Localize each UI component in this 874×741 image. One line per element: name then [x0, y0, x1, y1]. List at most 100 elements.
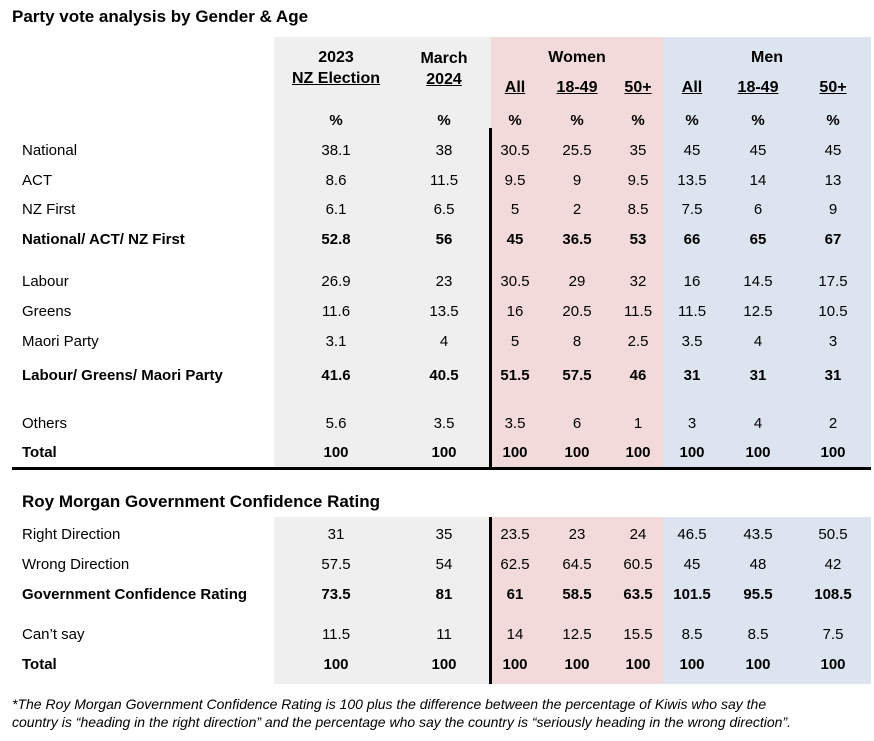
cell-value: 40.5	[429, 367, 459, 384]
cell-value: 100	[502, 656, 528, 673]
cell-value: 41.6	[321, 367, 351, 384]
blue-panel	[663, 517, 871, 684]
row-label: National/ ACT/ NZ First	[22, 231, 185, 248]
column-header: March	[420, 50, 468, 67]
cell-value: 4	[753, 415, 763, 432]
unit-label: %	[329, 112, 343, 129]
cell-value: 16	[506, 303, 524, 320]
row-label: Total	[22, 444, 57, 461]
page-title: Party vote analysis by Gender & Age	[12, 7, 309, 26]
cell-value: 38	[435, 142, 453, 159]
cell-value: 100	[820, 444, 846, 461]
cell-value: 12.5	[743, 303, 773, 320]
row-label: Total	[22, 656, 57, 673]
cell-value: 13.5	[429, 303, 459, 320]
cell-value: 5.6	[325, 415, 347, 432]
cell-value: 6.1	[325, 201, 347, 218]
cell-value: 15.5	[623, 626, 653, 643]
row-label: Labour	[22, 273, 69, 290]
footnote: country is “heading in the right directi…	[12, 714, 791, 730]
cell-value: 100	[745, 656, 771, 673]
cell-value: 8	[572, 333, 582, 350]
cell-value: 12.5	[562, 626, 592, 643]
sub-header: All	[504, 79, 526, 96]
sub-header: All	[681, 79, 703, 96]
cell-value: 8.5	[627, 201, 649, 218]
cell-value: 35	[629, 142, 647, 159]
cell-value: 2	[828, 415, 838, 432]
unit-label: %	[570, 112, 584, 129]
cell-value: 60.5	[623, 556, 653, 573]
cell-value: 14.5	[743, 273, 773, 290]
cell-value: 30.5	[500, 273, 530, 290]
cell-value: 46.5	[677, 526, 707, 543]
pink-panel	[491, 37, 663, 470]
cell-value: 9	[572, 172, 582, 189]
row-label: Maori Party	[22, 333, 99, 350]
row-label: Labour/ Greens/ Maori Party	[22, 367, 223, 384]
row-label: Can’t say	[22, 626, 85, 643]
cell-value: 3	[828, 333, 838, 350]
cell-value: 24	[629, 526, 647, 543]
cell-value: 100	[625, 444, 651, 461]
cell-value: 62.5	[500, 556, 530, 573]
cell-value: 8.6	[325, 172, 347, 189]
cell-value: 14	[749, 172, 767, 189]
unit-label: %	[631, 112, 645, 129]
blue-panel	[663, 37, 871, 470]
cell-value: 101.5	[673, 586, 711, 603]
row-label: Others	[22, 415, 68, 432]
cell-value: 11.5	[321, 626, 351, 643]
cell-value: 100	[679, 444, 705, 461]
cell-value: 108.5	[814, 586, 852, 603]
cell-value: 36.5	[562, 231, 592, 248]
cell-value: 100	[564, 444, 590, 461]
cell-value: 100	[431, 656, 457, 673]
cell-value: 53	[629, 231, 647, 248]
cell-value: 11.5	[677, 303, 707, 320]
cell-value: 3.1	[325, 333, 347, 350]
sub-header: 18-49	[737, 79, 779, 96]
cell-value: 58.5	[562, 586, 592, 603]
cell-value: 42	[824, 556, 842, 573]
cell-value: 67	[824, 231, 842, 248]
row-label: Right Direction	[22, 526, 121, 543]
cell-value: 3	[687, 415, 697, 432]
cell-value: 6	[572, 415, 582, 432]
unit-label: %	[508, 112, 522, 129]
row-label: Greens	[22, 303, 72, 320]
cell-value: 23	[435, 273, 453, 290]
cell-value: 4	[753, 333, 763, 350]
cell-value: 51.5	[500, 367, 530, 384]
pink-panel	[491, 517, 663, 684]
cell-value: 31	[824, 367, 842, 384]
cell-value: 63.5	[623, 586, 653, 603]
divider	[489, 517, 492, 684]
cell-value: 30.5	[500, 142, 530, 159]
sub-header: 18-49	[556, 79, 598, 96]
cell-value: 100	[679, 656, 705, 673]
cell-value: 8.5	[747, 626, 769, 643]
cell-value: 7.5	[681, 201, 703, 218]
cell-value: 6	[753, 201, 763, 218]
cell-value: 13	[824, 172, 842, 189]
cell-value: 10.5	[818, 303, 848, 320]
cell-value: 46	[629, 367, 647, 384]
cell-value: 6.5	[433, 201, 455, 218]
grey-panel	[274, 517, 491, 684]
sub-header: 50+	[624, 79, 652, 96]
cell-value: 73.5	[321, 586, 351, 603]
column-header: 2024	[426, 71, 462, 88]
unit-label: %	[437, 112, 451, 129]
row-label: Wrong Direction	[22, 556, 130, 573]
cell-value: 32	[629, 273, 647, 290]
cell-value: 31	[683, 367, 701, 384]
row-label: NZ First	[22, 201, 76, 218]
group-header: Women	[548, 49, 606, 66]
group-header: Men	[751, 49, 783, 66]
cell-value: 100	[323, 444, 349, 461]
cell-value: 100	[502, 444, 528, 461]
cell-value: 9.5	[504, 172, 526, 189]
cell-value: 45	[506, 231, 524, 248]
cell-value: 100	[820, 656, 846, 673]
